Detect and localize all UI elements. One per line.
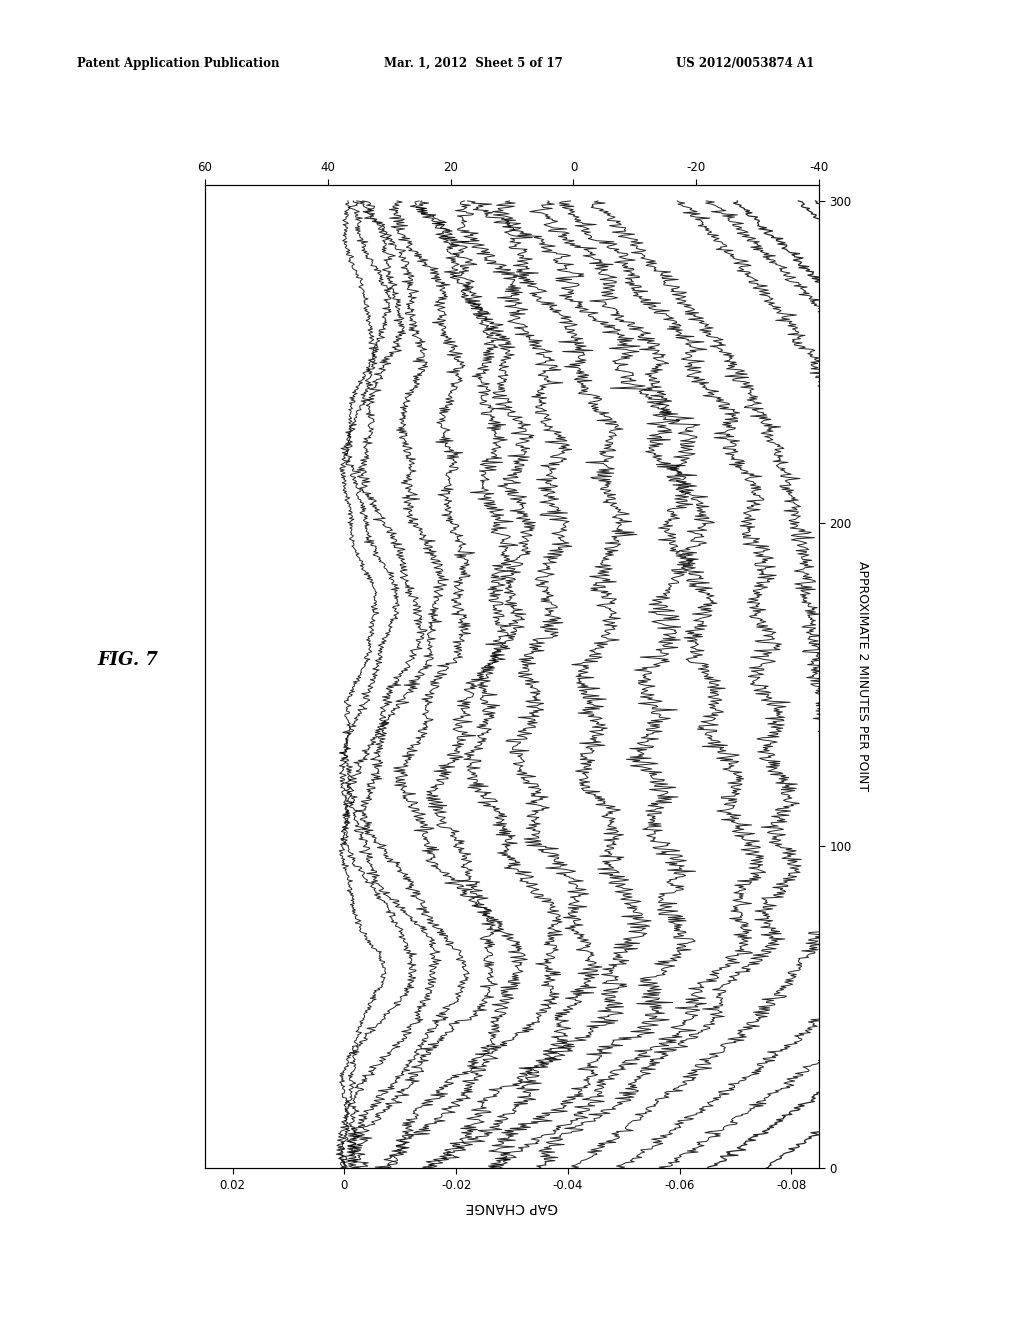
Text: Mar. 1, 2012  Sheet 5 of 17: Mar. 1, 2012 Sheet 5 of 17 <box>384 57 563 70</box>
Text: FIG. 7: FIG. 7 <box>97 651 158 669</box>
X-axis label: GAP CHANGE: GAP CHANGE <box>466 1200 558 1214</box>
Y-axis label: APPROXIMATE 2 MINUTES PER POINT: APPROXIMATE 2 MINUTES PER POINT <box>855 561 868 792</box>
Text: US 2012/0053874 A1: US 2012/0053874 A1 <box>676 57 814 70</box>
Text: Patent Application Publication: Patent Application Publication <box>77 57 280 70</box>
